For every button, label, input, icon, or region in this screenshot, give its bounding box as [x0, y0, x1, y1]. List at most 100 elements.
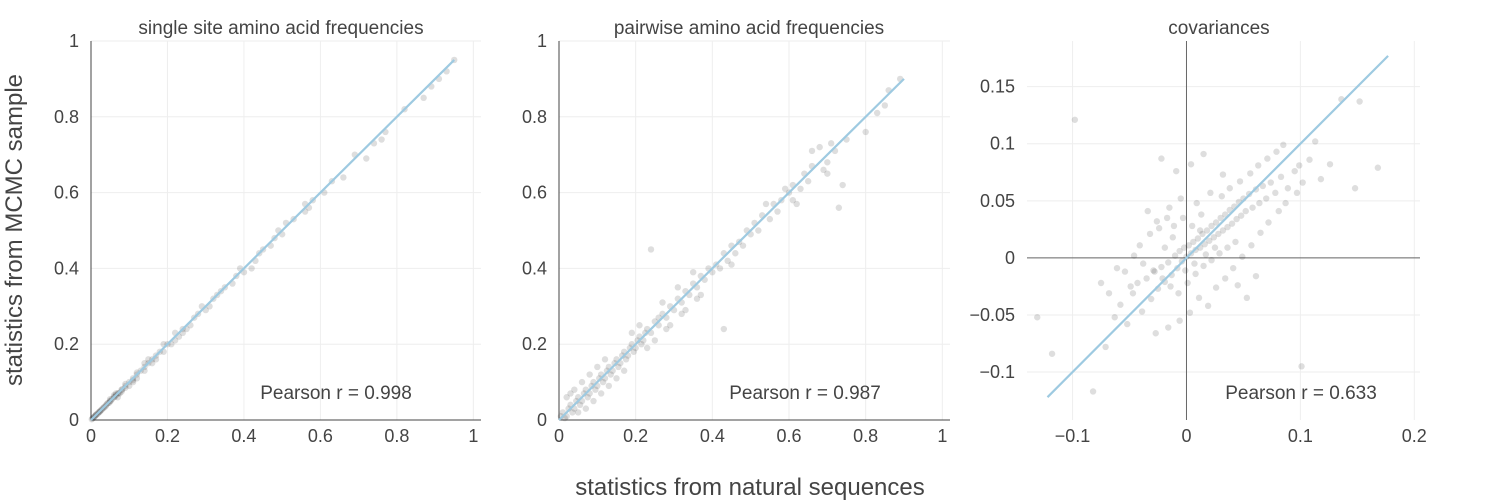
x-tick-label: 0: [86, 426, 96, 446]
scatter-point: [1263, 195, 1270, 202]
x-tick-label: 0: [1181, 426, 1191, 446]
scatter-point: [1247, 170, 1254, 177]
scatter-point: [674, 284, 682, 291]
scatter-point: [827, 140, 835, 147]
scatter-point: [766, 215, 774, 223]
scatter-point: [1200, 150, 1207, 158]
y-tick-label: 0.2: [522, 334, 547, 354]
scatter-point: [420, 94, 427, 102]
scatter-point: [881, 102, 889, 109]
scatter-point: [1210, 234, 1218, 241]
scatter-point: [732, 250, 739, 257]
scatter-point: [1243, 294, 1251, 302]
scatter-point: [816, 143, 823, 151]
scatter-point: [1248, 242, 1255, 249]
scatter-point: [584, 394, 591, 401]
scatter-point: [1196, 227, 1204, 234]
scatter-point: [755, 227, 762, 234]
scatter-point: [1165, 324, 1172, 331]
scatter-point: [1165, 259, 1172, 266]
scatter-point: [1211, 244, 1219, 251]
scatter-point: [1097, 279, 1105, 287]
scatter-point: [601, 356, 609, 363]
scatter-point: [1215, 230, 1222, 238]
pearson-annotation: Pearson r = 0.987: [729, 383, 881, 404]
scatter-point: [1236, 178, 1244, 185]
x-tick-label: 0.4: [231, 426, 256, 446]
scatter-point: [1249, 204, 1256, 211]
y-tick-label: 0.8: [522, 107, 547, 127]
scatter-point: [590, 397, 597, 405]
fit-line: [90, 59, 456, 421]
scatter-point: [1257, 229, 1264, 236]
scatter-point: [1186, 309, 1194, 316]
x-tick-label: 0.1: [1288, 426, 1313, 446]
x-tick-label: −0.1: [1055, 426, 1091, 446]
scatter-point: [1224, 223, 1231, 231]
y-tick-label: 0.15: [980, 77, 1015, 97]
scatter-point: [1121, 268, 1129, 275]
scatter-point: [582, 405, 590, 412]
scatter-point: [1071, 116, 1079, 123]
y-tick-label: 0: [69, 410, 79, 430]
scatter-point: [682, 306, 689, 314]
scatter-point: [1130, 252, 1138, 259]
scatter-point: [1256, 199, 1263, 207]
scatter-point: [1117, 301, 1124, 308]
y-tick-label: 0.4: [522, 258, 547, 278]
scatter-point: [1144, 207, 1151, 215]
scatter-point: [1129, 290, 1137, 297]
scatter-point: [1216, 250, 1223, 257]
scatter-point: [1143, 275, 1150, 282]
scatter-point: [678, 310, 685, 318]
scatter-point: [622, 356, 630, 363]
scatter-point: [1207, 189, 1214, 197]
scatter-point: [1229, 264, 1237, 272]
scatter-point: [605, 382, 613, 390]
scatter-point: [1280, 141, 1287, 149]
scatter-point: [1175, 290, 1182, 297]
y-tick-label: 0: [537, 410, 547, 430]
scatter-point: [1224, 244, 1231, 251]
pearson-annotation: Pearson r = 0.998: [260, 383, 412, 404]
scatter-point: [1171, 252, 1179, 259]
scatter-point: [1298, 363, 1305, 370]
scatter-point: [1208, 256, 1215, 264]
scatter-point: [1089, 388, 1097, 395]
x-tick-label: 0.8: [853, 426, 878, 446]
scatter-point: [1034, 314, 1041, 321]
scatter-point: [1267, 179, 1274, 186]
scatter-point: [1166, 204, 1173, 211]
scatter-point: [1242, 207, 1249, 215]
scatter-point: [797, 185, 804, 193]
scatter-point: [1139, 260, 1147, 267]
scatter-point: [739, 242, 747, 249]
scatter-point: [793, 200, 800, 208]
scatter-point: [1191, 260, 1198, 267]
shared-x-axis-title: statistics from natural sequences: [575, 474, 925, 500]
scatter-point: [1374, 164, 1382, 171]
scatter-point: [663, 325, 670, 333]
scatter-point: [1161, 244, 1169, 251]
scatter-point: [1299, 179, 1306, 186]
scatter-point: [636, 322, 643, 329]
scatter-point: [1195, 294, 1203, 302]
y-tick-label: 0.6: [522, 183, 547, 203]
scatter-point: [1219, 171, 1227, 178]
scatter-point: [592, 386, 599, 393]
fit-line: [558, 78, 905, 421]
scatter-point: [1228, 220, 1236, 227]
y-tick-label: 0.8: [54, 107, 79, 127]
x-tick-label: 0.6: [776, 426, 801, 446]
scatter-point: [839, 181, 846, 189]
scatter-point: [659, 299, 666, 306]
scatter-point: [724, 257, 731, 265]
scatter-point: [1124, 320, 1131, 328]
scatter-point: [1203, 227, 1211, 234]
x-tick-label: 0.2: [155, 426, 180, 446]
y-tick-label: 0.05: [980, 191, 1015, 211]
scatter-point: [1218, 193, 1225, 200]
scatter-point: [824, 159, 831, 166]
scatter-point: [1147, 295, 1155, 303]
scatter-point: [1177, 195, 1184, 202]
